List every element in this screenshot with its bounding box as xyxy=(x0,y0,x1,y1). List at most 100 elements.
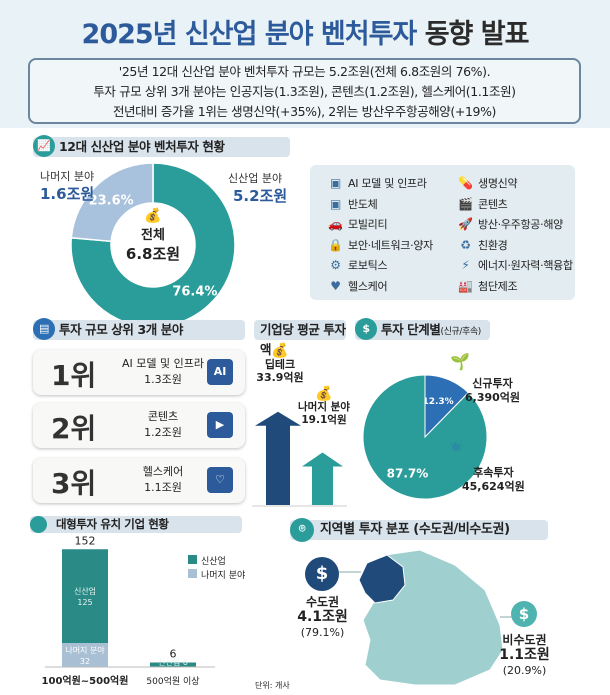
document-icon: ▤ xyxy=(33,318,55,340)
x-tick-label: 500억원 이상 xyxy=(146,675,199,687)
section-title: 지역별 투자 분포 (수도권/비수도권) xyxy=(320,522,510,537)
noncapital-name: 비수도권 xyxy=(502,633,547,647)
section-header-stage: $ 투자 단계별(신규/후속) xyxy=(355,318,490,340)
rank: 3위 xyxy=(51,467,97,500)
legend-item: 🚗 모빌리티 xyxy=(328,216,387,232)
industry-legend: ▣ AI 모델 및 인프라 ▣ 반도체 🚗 모빌리티 🔒 보안·네트워크·양자 ⚙ 로보틱스 ♥ 헬스… xyxy=(310,165,575,300)
deeptech-value: 33.9억원 xyxy=(256,371,304,384)
others-avg-name: 나머지 분야 xyxy=(298,401,350,413)
clapper-icon: 🎬 xyxy=(458,196,473,211)
donut-slice xyxy=(70,162,236,328)
section-title: 12대 신산업 분야 벤처투자 현황 xyxy=(59,139,225,154)
semiconductor-icon: ▣ xyxy=(329,196,342,211)
new-investment-name: 신규투자 xyxy=(472,377,513,390)
dollar-icon: $ xyxy=(511,601,537,627)
legend-label: 에너지·원자력·핵융합 xyxy=(478,259,573,272)
legend-item: 💊 생명신약 xyxy=(458,175,517,191)
capital-pct: (79.1%) xyxy=(300,626,345,639)
follow-investment-label: 후속투자 45,624억원 xyxy=(462,466,525,494)
eco-hand-icon: ♻ xyxy=(460,237,471,252)
legend-item-new: 신산업 xyxy=(188,555,245,569)
factory-icon: 🏭 xyxy=(458,278,473,293)
heart-icon: ♥ xyxy=(330,278,341,293)
noncapital-pct: (20.9%) xyxy=(502,664,547,677)
bar-segment xyxy=(62,643,108,667)
stage-pie-chart: 12.3% 87.7% xyxy=(362,374,488,500)
pill-icon: 💊 xyxy=(458,176,473,190)
section-header-industry: 📈 12대 신산업 분야 벤처투자 현황 xyxy=(33,135,290,157)
others-avg-label: 💰 나머지 분야 19.1억원 xyxy=(296,387,352,427)
section-title: 투자 규모 상위 3개 분야 xyxy=(59,322,184,337)
money-bag-icon: 💰 xyxy=(144,208,162,224)
legend-item: 🎬 콘텐츠 xyxy=(458,196,508,212)
section-header-avg: 기업당 평균 투자액 xyxy=(254,320,346,357)
industry-info: 콘텐츠 1.2조원 xyxy=(113,409,213,441)
new-investment-label: 신규투자 6,390억원 xyxy=(465,377,520,405)
legend-item: ♥ 헬스케어 xyxy=(328,278,387,294)
chip-icon: ▣ xyxy=(329,176,342,190)
donut-slice-label: 76.4% xyxy=(172,285,217,300)
noncapital-region-label: 비수도권 1.1조원 (20.9%) xyxy=(492,633,557,678)
bar-segment xyxy=(62,549,108,643)
investment-hand-icon: $ xyxy=(355,318,377,340)
others-avg-value: 19.1억원 xyxy=(301,414,347,426)
bar-segment-label: 나머지 분야 xyxy=(65,645,105,655)
new-investment-value: 6,390억원 xyxy=(465,391,521,404)
bar-segment-label: 신산업 xyxy=(74,586,96,596)
x-tick-label: 100억원~500억원 xyxy=(42,674,129,687)
legend-label: 로보틱스 xyxy=(348,259,388,272)
sprout-icon: 🌱 xyxy=(450,352,470,371)
legend-item: ⚙ 로보틱스 xyxy=(328,257,387,273)
korea-map xyxy=(325,549,515,686)
title-main: 2025년 신산업 분야 벤처투자 xyxy=(81,19,418,50)
legend-label: 나머지 분야 xyxy=(201,571,246,581)
summary-line: '25년 12대 신산업 분야 벤처투자 규모는 5.2조원(전체 6.8조원의… xyxy=(118,64,491,79)
bar-segment-label: 32 xyxy=(80,657,90,666)
bar-segment-label: 125 xyxy=(77,598,92,607)
legend-item: ▣ AI 모델 및 인프라 xyxy=(328,175,427,191)
deeptech-label: 💰 딥테크 33.9억원 xyxy=(250,344,310,384)
total-label: 전체 xyxy=(141,228,165,243)
bar-segment-label: 신산업 6 xyxy=(158,657,188,667)
top-industry-card: 2위 콘텐츠 1.2조원 ▶ xyxy=(33,403,245,448)
summary-box: '25년 12대 신산업 분야 벤처투자 규모는 5.2조원(전체 6.8조원의… xyxy=(28,58,581,124)
bar-segment xyxy=(150,662,196,667)
legend-label: AI 모델 및 인프라 xyxy=(348,177,427,190)
stethoscope-icon: ♡ xyxy=(207,467,233,493)
follow-investment-name: 후속투자 xyxy=(473,466,514,479)
legend-label: 첨단제조 xyxy=(478,279,518,293)
bar-legend: 신산업 나머지 분야 xyxy=(188,555,245,583)
pie-slice-label: 87.7% xyxy=(387,467,429,481)
legend-label: 보안·네트워크·양자 xyxy=(348,238,433,252)
donut-slice-label: 23.6% xyxy=(89,193,134,208)
chart-icon: 📈 xyxy=(33,135,55,157)
arrow-bar xyxy=(302,452,343,505)
unit-label: 단위: 개사 xyxy=(255,681,290,690)
donut-center: 💰 전체 6.8조원 xyxy=(113,208,193,264)
rank: 1위 xyxy=(51,359,97,392)
capital-value: 4.1조원 xyxy=(297,609,348,625)
lock-icon: 🔒 xyxy=(328,237,343,252)
section-title: 대형투자 유치 기업 현황 xyxy=(56,517,169,531)
noncapital-value: 1.1조원 xyxy=(499,647,550,663)
large-investment-chart: 나머지 분야 32 신산업 125 152 100억원~500억원 신산업 66 500억원 … xyxy=(42,535,215,687)
legend-label: 친환경 xyxy=(478,238,508,252)
follow-investment-value: 45,624억원 xyxy=(462,480,525,493)
new-industry-value: 5.2조원 xyxy=(233,187,288,205)
bar-total-label: 6 xyxy=(170,648,177,661)
avg-investment-chart xyxy=(252,411,347,507)
industry-info: AI 모델 및 인프라 1.3조원 xyxy=(113,356,213,388)
others-value: 1.6조원 xyxy=(40,185,95,203)
industry-info: 헬스케어 1.1조원 xyxy=(113,464,213,496)
robot-arm-icon: ⚙ xyxy=(330,258,341,272)
industry-value: 1.1조원 xyxy=(144,481,182,494)
dollar-icon: $ xyxy=(305,557,339,591)
section-header-large: 대형투자 유치 기업 현황 xyxy=(30,516,242,533)
legend-label: 헬스케어 xyxy=(348,279,388,293)
section-header-top3: ▤ 투자 규모 상위 3개 분야 xyxy=(33,318,245,340)
others-label: 나머지 분야 xyxy=(40,170,95,183)
legend-item: 🚀 방산·우주항공·해양 xyxy=(458,216,563,232)
clapper-icon: ▶ xyxy=(207,412,233,438)
legend-label: 콘텐츠 xyxy=(478,197,508,211)
summary-line: 전년대비 증가율 1위는 생명신약(+35%), 2위는 방산우주항공해양(+1… xyxy=(112,104,497,119)
